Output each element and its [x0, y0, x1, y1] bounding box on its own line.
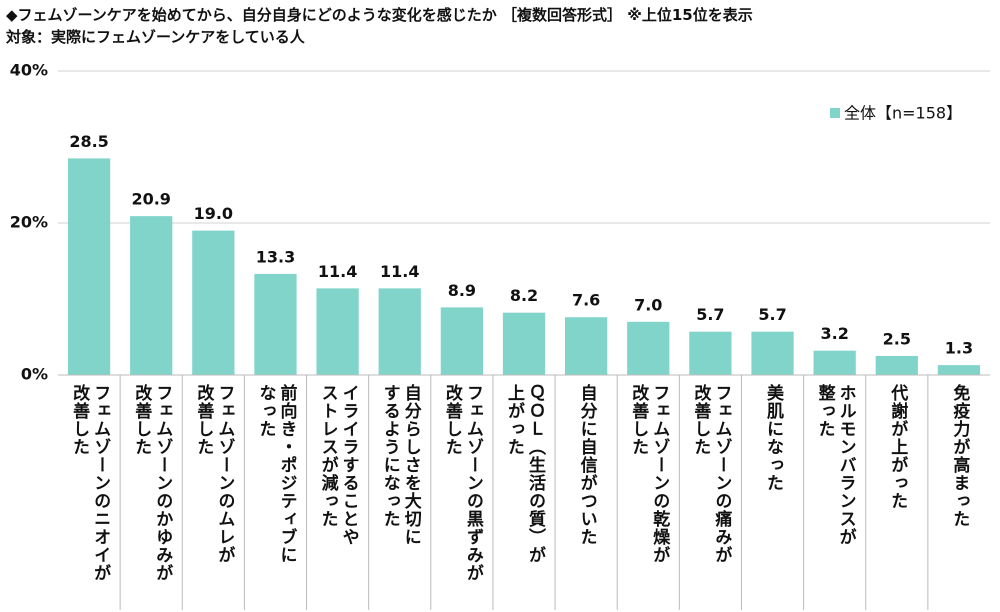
- bar: [502, 312, 546, 375]
- value-label: 3.2: [820, 324, 848, 343]
- x-tick-label: 免疫力が高まった: [949, 384, 970, 528]
- value-label: 5.7: [696, 305, 724, 324]
- bar: [565, 317, 608, 375]
- bar: [937, 365, 981, 375]
- bar: [751, 331, 794, 375]
- value-label: 20.9: [131, 190, 170, 209]
- value-label: 8.9: [448, 281, 476, 300]
- value-label: 11.4: [318, 262, 357, 281]
- y-tick-label: 0%: [21, 365, 48, 384]
- value-label: 1.3: [945, 339, 973, 358]
- x-tick-label: フェムゾーンのムレが 改善した: [193, 384, 235, 564]
- value-label: 8.2: [510, 286, 538, 305]
- x-tick-label: 美肌になった: [763, 384, 784, 492]
- bar: [689, 331, 732, 375]
- x-tick-label: フェムゾーンのニオイが 改善した: [69, 384, 111, 582]
- value-label: 13.3: [256, 247, 295, 266]
- bar: [67, 158, 111, 375]
- bar: [192, 230, 235, 375]
- value-label: 2.5: [883, 330, 911, 349]
- y-tick-label: 20%: [10, 213, 48, 232]
- value-label: 19.0: [194, 204, 233, 223]
- bar: [254, 273, 297, 375]
- bar: [316, 288, 359, 375]
- bar: [813, 350, 856, 375]
- x-tick-label: フェムゾーンのかゆみが 改善した: [131, 384, 173, 582]
- bar: [875, 356, 918, 375]
- legend-swatch: [830, 108, 840, 118]
- y-tick-label: 40%: [10, 61, 48, 80]
- x-tick-label: ホルモンバランスが 整った: [814, 384, 856, 546]
- x-tick-label: イライラすることや ストレスが減った: [317, 384, 359, 546]
- value-label: 7.6: [572, 291, 600, 310]
- value-label: 28.5: [69, 132, 108, 151]
- x-tick-label: フェムゾーンの痛みが 改善した: [690, 384, 732, 564]
- legend-label: 全体【n=158】: [844, 104, 962, 123]
- bar: [440, 307, 483, 375]
- x-tick-label: 前向き・ポジティブに なった: [255, 384, 297, 564]
- x-tick-label: ＱＯＬ（生活の質）が 上がった: [504, 384, 545, 564]
- chart-title: ◆フェムゾーンケアを始めてから、自分自身にどのような変化を感じたか ［複数回答形…: [6, 6, 753, 24]
- bar: [130, 216, 173, 375]
- chart-subtitle: 対象：実際にフェムゾーンケアをしている人: [6, 28, 305, 46]
- x-tick-label: フェムゾーンの乾燥が 改善した: [628, 384, 670, 564]
- x-tick-label: 自分らしさを大切に するようになった: [379, 384, 421, 546]
- value-label: 5.7: [758, 305, 786, 324]
- bar: [378, 288, 421, 375]
- value-label: 11.4: [380, 262, 419, 281]
- x-tick-label: 代謝が上がった: [887, 384, 908, 510]
- x-tick-label: 自分に自信がついた: [576, 384, 597, 546]
- value-label: 7.0: [634, 295, 662, 314]
- x-tick-label: フェムゾーンの黒ずみが 改善した: [441, 384, 483, 582]
- bar: [627, 321, 670, 375]
